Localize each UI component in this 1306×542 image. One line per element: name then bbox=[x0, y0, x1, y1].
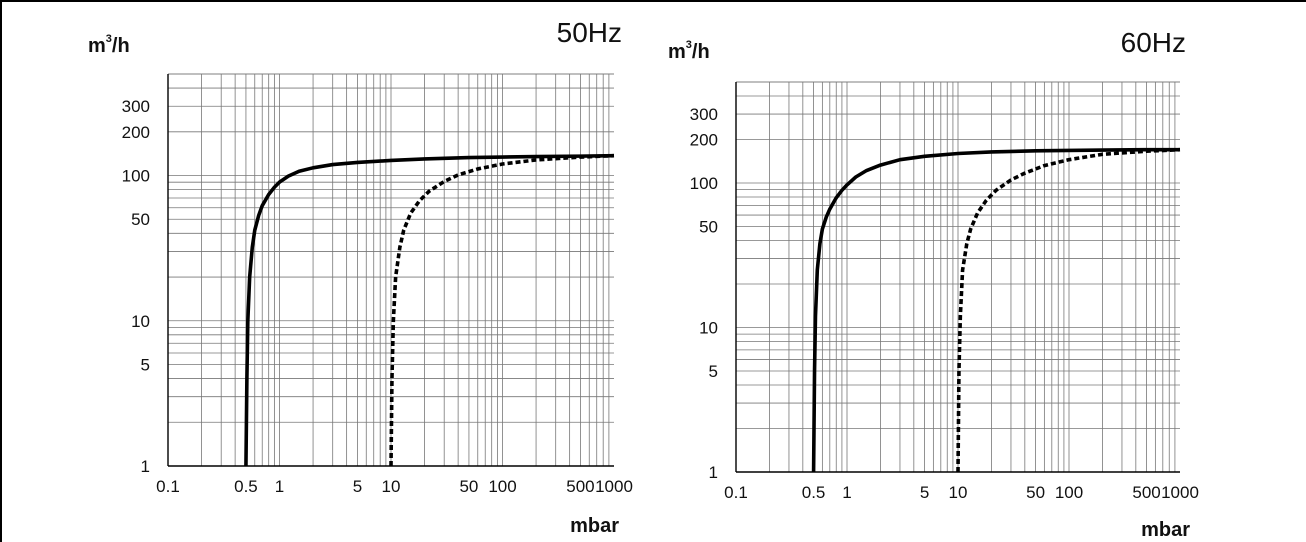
x-tick-label: 10 bbox=[382, 477, 401, 496]
y-tick-label: 100 bbox=[690, 174, 718, 193]
y-axis-label: m3/h bbox=[668, 39, 710, 63]
x-axis-label: mbar bbox=[1141, 519, 1190, 541]
x-tick-label: 50 bbox=[1026, 483, 1045, 502]
y-tick-label: 200 bbox=[690, 131, 718, 150]
x-tick-label: 1000 bbox=[595, 477, 633, 496]
y-tick-label: 100 bbox=[122, 167, 150, 186]
y-tick-label: 200 bbox=[122, 123, 150, 142]
chart-title: 60Hz bbox=[1121, 27, 1186, 58]
series-line-solid bbox=[811, 147, 1180, 473]
x-tick-label: 0.1 bbox=[724, 483, 748, 502]
y-tick-label: 50 bbox=[131, 210, 150, 229]
x-axis-label: mbar bbox=[570, 515, 619, 537]
chart-50hz-tick-labels: 0.1 0.5 1 5 10 50 100 500 1000 1 5 10 50 100 200 300 bbox=[122, 97, 633, 496]
y-tick-label: 300 bbox=[122, 97, 150, 116]
series-line-solid bbox=[244, 153, 615, 467]
chart-60hz-series bbox=[811, 147, 1181, 473]
chart-50hz: 0.1 0.5 1 5 10 50 100 500 1000 1 5 10 50 100 200 300 50… bbox=[88, 17, 633, 537]
x-tick-label: 5 bbox=[353, 477, 362, 496]
x-tick-label: 0.1 bbox=[156, 477, 180, 496]
y-tick-label: 5 bbox=[709, 362, 718, 381]
x-tick-label: 1 bbox=[275, 477, 284, 496]
y-axis-label-base: m bbox=[668, 41, 686, 63]
y-axis-label-suffix: /h bbox=[692, 41, 710, 63]
x-tick-label: 100 bbox=[488, 477, 516, 496]
x-tick-label: 500 bbox=[1132, 483, 1160, 502]
chart-50hz-grid bbox=[167, 73, 614, 467]
x-tick-label: 1000 bbox=[1161, 483, 1199, 502]
x-tick-label: 0.5 bbox=[802, 483, 826, 502]
y-axis-label-exponent: 3 bbox=[686, 39, 692, 51]
y-axis-label-base: m bbox=[88, 35, 106, 57]
y-axis-label: m3/h bbox=[88, 33, 130, 57]
chart-60hz: 0.1 0.5 1 5 10 50 100 500 1000 1 5 10 50 100 200 300 60… bbox=[668, 27, 1199, 541]
x-tick-label: 500 bbox=[566, 477, 594, 496]
y-tick-label: 50 bbox=[699, 217, 718, 236]
x-tick-label: 1 bbox=[842, 483, 851, 502]
y-axis-label-suffix: /h bbox=[112, 35, 130, 57]
series-line-dashed bbox=[956, 147, 1181, 473]
y-tick-label: 5 bbox=[141, 355, 150, 374]
y-tick-label: 1 bbox=[709, 463, 718, 482]
chart-60hz-tick-labels: 0.1 0.5 1 5 10 50 100 500 1000 1 5 10 50 100 200 300 bbox=[690, 105, 1199, 502]
x-tick-label: 5 bbox=[920, 483, 929, 502]
x-tick-label: 100 bbox=[1055, 483, 1083, 502]
x-tick-label: 0.5 bbox=[234, 477, 258, 496]
y-tick-label: 10 bbox=[131, 312, 150, 331]
series-line-dashed bbox=[389, 153, 615, 467]
x-tick-label: 50 bbox=[459, 477, 478, 496]
chart-50hz-series bbox=[244, 153, 615, 467]
y-tick-label: 1 bbox=[141, 457, 150, 476]
y-tick-label: 10 bbox=[699, 319, 718, 338]
y-axis-label-exponent: 3 bbox=[106, 33, 112, 45]
y-tick-label: 300 bbox=[690, 105, 718, 124]
x-tick-label: 10 bbox=[949, 483, 968, 502]
chart-title: 50Hz bbox=[557, 17, 622, 48]
